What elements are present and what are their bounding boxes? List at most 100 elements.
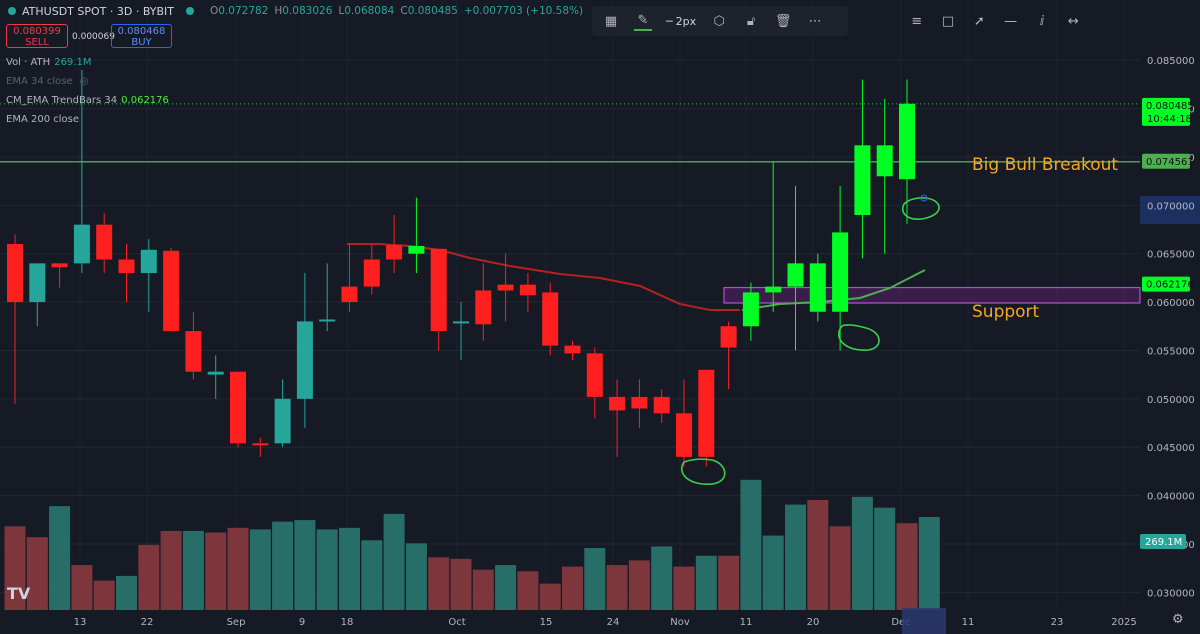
candle-body [453, 321, 469, 324]
volume-bar [138, 544, 160, 610]
x-tick-label: 22 [141, 617, 154, 628]
lock-icon[interactable]: 🔓︎ [746, 13, 756, 29]
line-width-icon: ─ [666, 14, 673, 28]
x-tick-label: 13 [74, 617, 87, 628]
volume-bar [249, 529, 271, 610]
ohlc-readout: O0.072782 H0.083026 L0.068084 C0.080485 … [210, 5, 583, 17]
lines-icon[interactable]: ≡ [911, 13, 923, 29]
indicator-ema34[interactable]: EMA 34 close ◎ [6, 76, 89, 87]
candle-body [631, 396, 648, 409]
sell-button[interactable]: 0.080399 SELL [6, 24, 68, 48]
volume-bar [874, 507, 896, 610]
candle-layer [7, 69, 915, 467]
symbol-title[interactable]: ATHUSDT SPOT · 3D · BYBIT [22, 4, 174, 18]
open-label: O [210, 5, 219, 17]
y-tick-label: 0.050000 [1147, 395, 1195, 406]
measure-icon[interactable]: ↔ [1067, 13, 1079, 29]
candle-body [319, 319, 336, 322]
candle-body [676, 413, 692, 457]
volume-bar [116, 575, 137, 610]
volume-bar [651, 546, 673, 610]
horizontal-ray-icon[interactable]: — [1004, 13, 1018, 29]
candle-body [765, 286, 782, 293]
volume-bar [294, 520, 316, 610]
volume-bar [785, 504, 806, 610]
close-label: C [400, 5, 408, 17]
volume-bar [4, 526, 26, 610]
volume-bar [405, 543, 427, 610]
high-value: 0.083026 [282, 5, 333, 17]
candle-body [698, 369, 715, 457]
volume-bar [762, 535, 784, 610]
more-icon[interactable]: ⋯ [808, 13, 822, 29]
pencil-icon[interactable]: ✎ [634, 11, 652, 31]
volume-bar [339, 527, 360, 610]
y-tick-label: 0.070000 [1147, 201, 1195, 212]
volume-bar [829, 526, 851, 610]
candle-body [787, 263, 804, 287]
hand-drawings [681, 194, 940, 485]
trendline-icon[interactable]: ➚ [973, 13, 985, 29]
price-label-value: 0.062176 [1146, 280, 1194, 291]
candle-body [230, 371, 246, 444]
trendbars-value: 0.062176 [121, 95, 169, 106]
hidden-eye-icon[interactable]: ◎ [79, 76, 89, 87]
volume-bar [695, 555, 717, 610]
x-tick-label: Nov [670, 617, 690, 628]
settings-hex-icon[interactable]: ⬡ [713, 13, 725, 29]
candle-body [742, 292, 759, 327]
drawing-tools-bar: ≡ □ ➚ — ⅈ ↔ [898, 6, 1092, 36]
spread-value: 0.000069 [72, 32, 115, 42]
candle-body [296, 321, 313, 399]
volume-bar [896, 523, 918, 610]
indicator-trendbars[interactable]: CM_EMA TrendBars 34 0.062176 [6, 95, 169, 106]
open-value: 0.072782 [218, 5, 269, 17]
annotation-breakout: Big Bull Breakout [972, 155, 1119, 175]
gear-icon[interactable]: ⚙ [1172, 612, 1184, 627]
line-width-selector[interactable]: ─ 2px [666, 15, 696, 28]
axis-highlight [1140, 196, 1200, 224]
price-label-bg [1142, 276, 1190, 292]
buy-button[interactable]: 0.080468 BUY [111, 24, 172, 48]
price-label-bg [1140, 534, 1186, 549]
price-label-bg [1142, 153, 1190, 169]
sell-label: SELL [25, 37, 49, 48]
y-tick-label: 0.065000 [1147, 250, 1195, 261]
candle-body [854, 145, 871, 215]
candle-body [29, 263, 46, 303]
support-zone-layer [0, 103, 1200, 304]
indicator-ema200[interactable]: EMA 200 close [6, 114, 79, 125]
buy-price: 0.080468 [117, 26, 166, 37]
volume-bar [450, 558, 472, 610]
x-tick-label: Dec [891, 617, 910, 628]
x-tick-label: 23 [1051, 617, 1064, 628]
group-icon[interactable]: ▦ [604, 13, 618, 29]
y-tick-label: 0.045000 [1147, 443, 1195, 454]
tradingview-logo-icon: TV [7, 584, 31, 603]
annotation-support: Support [972, 302, 1040, 322]
x-tick-label: 11 [740, 617, 753, 628]
x-tick-label: 9 [299, 617, 305, 628]
volume-bar [495, 565, 517, 610]
volume-bar [673, 566, 695, 610]
trash-icon[interactable]: 🗑︎ [774, 13, 792, 29]
volume-bar [562, 566, 583, 610]
low-label: L [338, 5, 345, 17]
rectangle-icon[interactable]: □ [941, 13, 955, 29]
line-width-label: 2px [675, 14, 697, 28]
text-cursor-icon[interactable]: ⅈ [1039, 13, 1045, 29]
candle-body [720, 326, 737, 348]
price-label-value: 269.1M [1145, 537, 1182, 548]
candle-body [73, 224, 90, 264]
indicator-volume[interactable]: Vol · ATH 269.1M [6, 57, 91, 68]
volume-bar [361, 540, 383, 610]
volume-layer [4, 479, 940, 610]
low-value: 0.068084 [344, 5, 395, 17]
x-tick-label: Oct [448, 617, 465, 628]
volume-bar [628, 560, 650, 610]
volume-bar [227, 527, 249, 610]
trendbars-label: CM_EMA TrendBars 34 [6, 95, 118, 106]
status-dot-icon [8, 7, 16, 15]
candle-body [408, 245, 425, 254]
